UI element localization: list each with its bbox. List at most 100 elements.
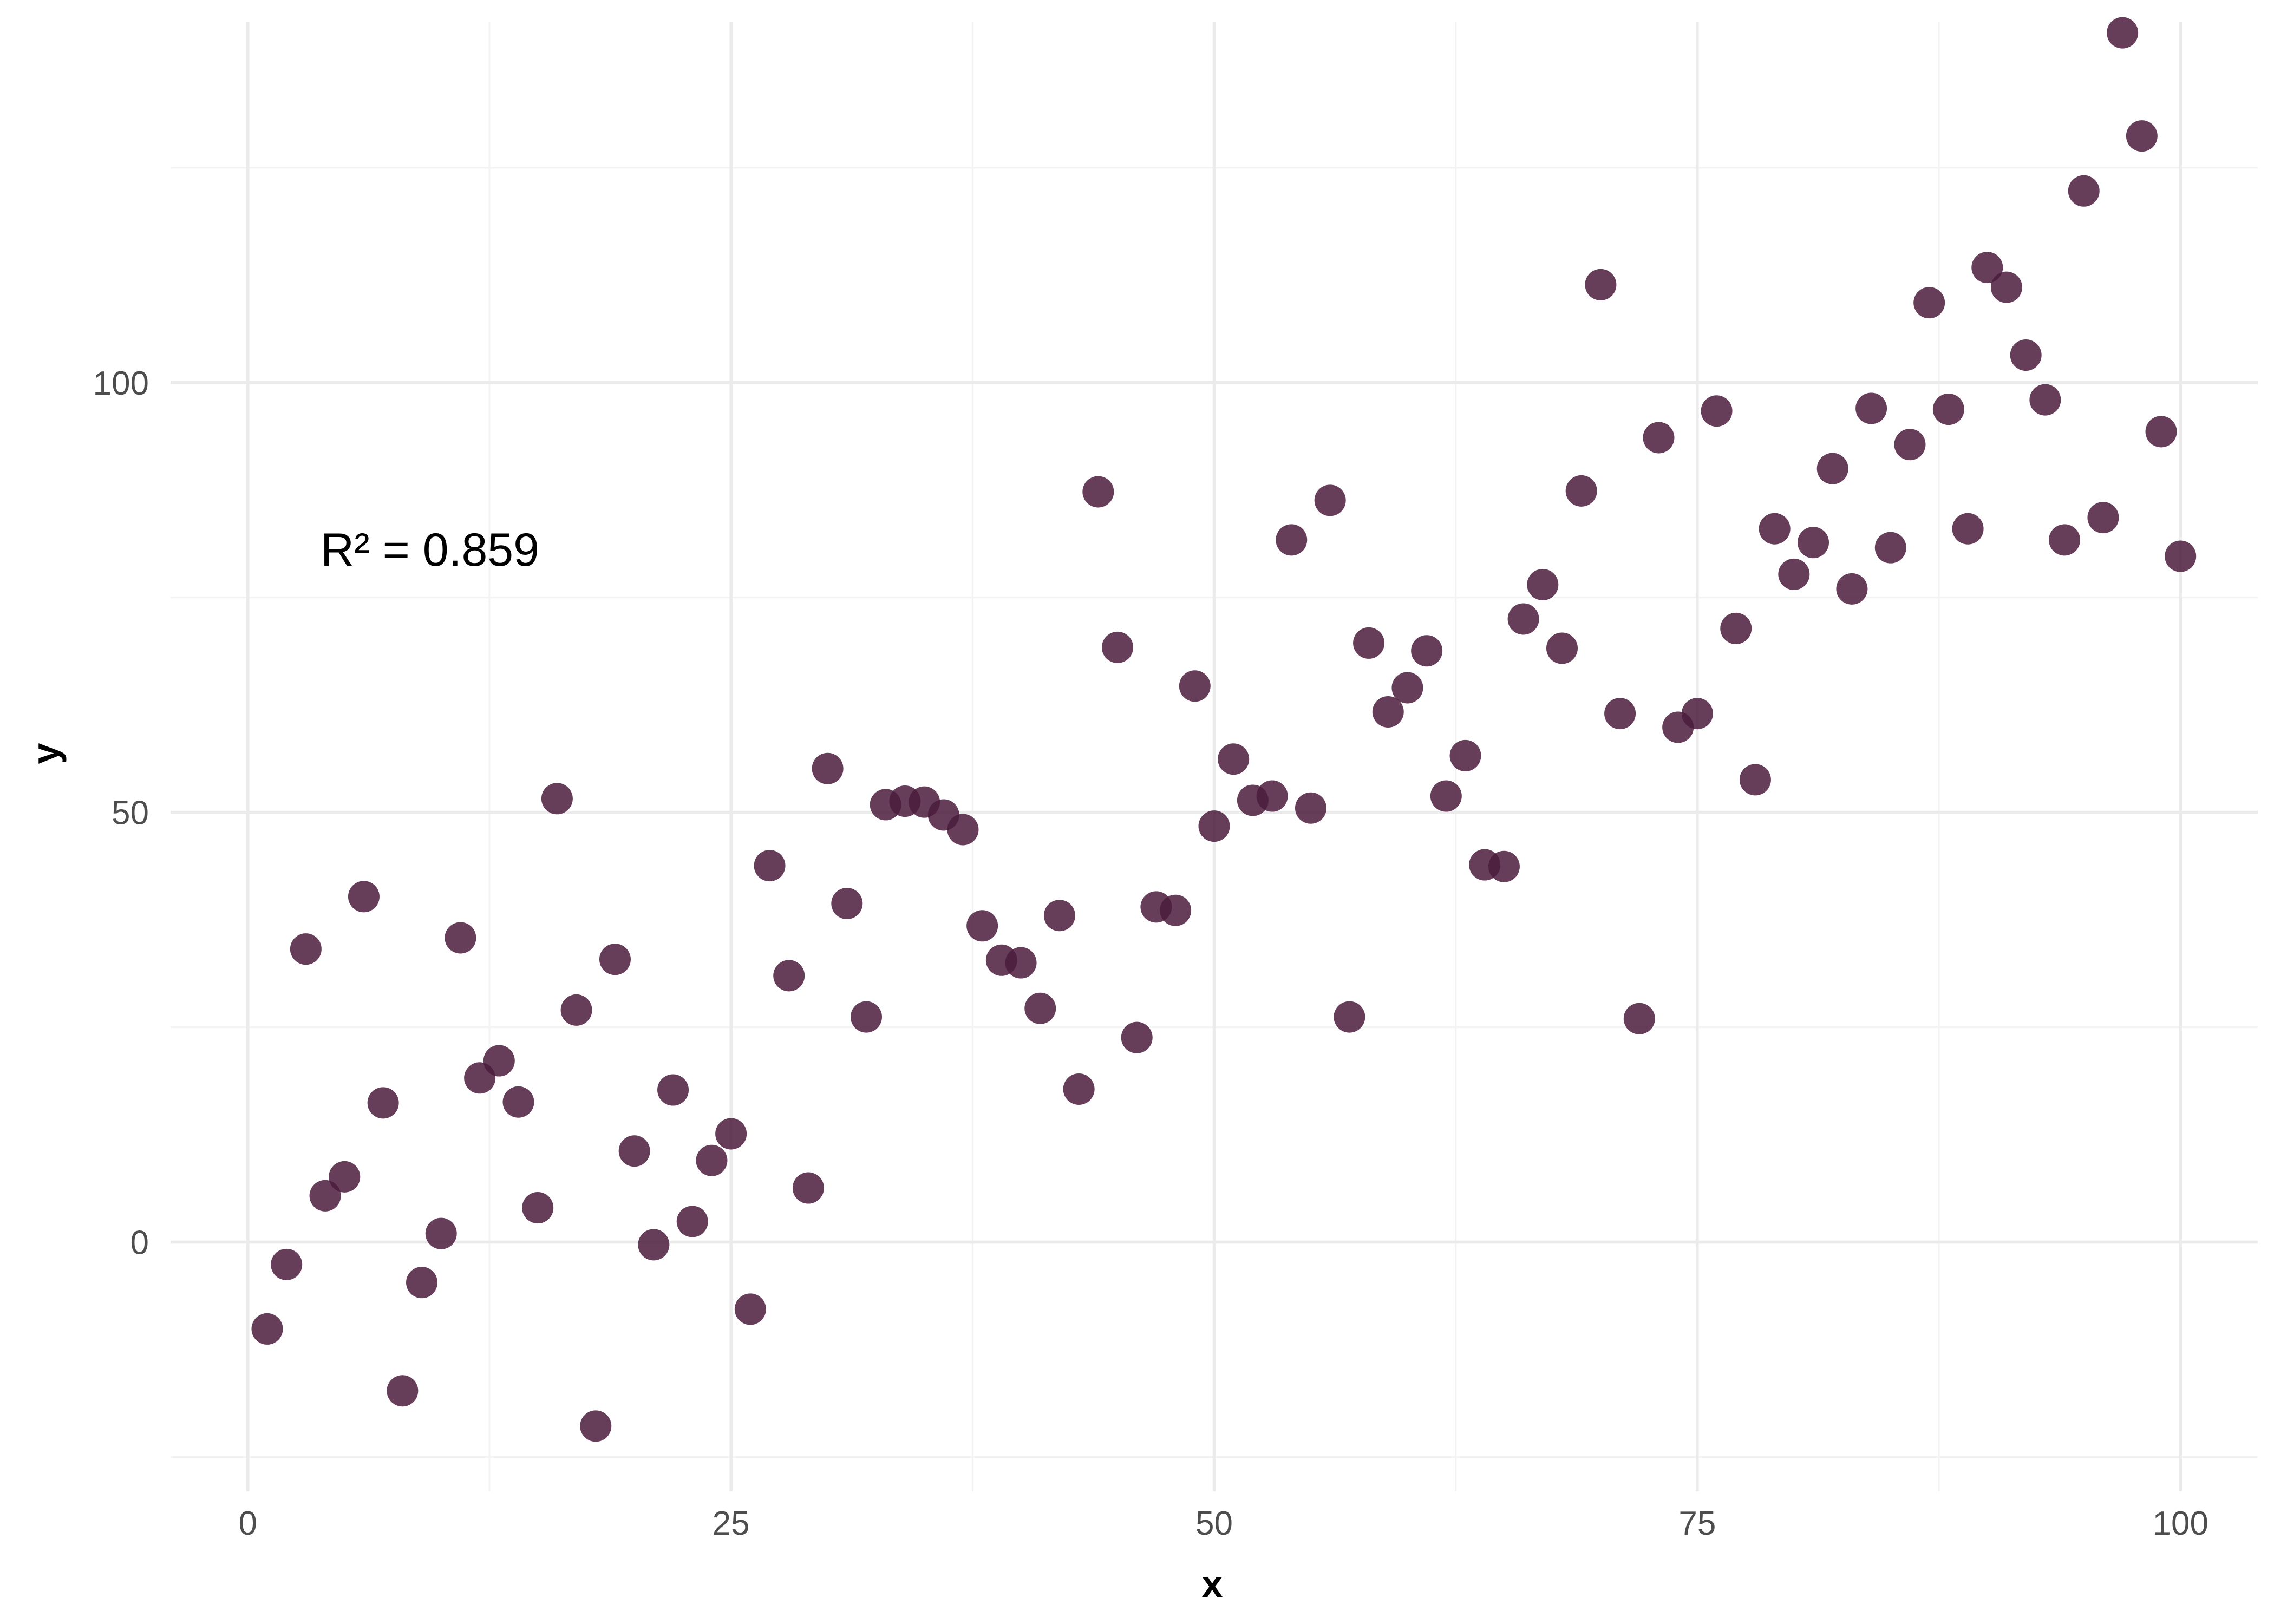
data-point [1952,513,1984,545]
x-tick-label: 75 [1678,1505,1716,1542]
data-point [329,1161,361,1193]
data-point [1121,1021,1153,1053]
data-point [1643,422,1675,454]
data-point [1855,392,1887,424]
data-point [1218,743,1250,775]
data-point [618,1135,650,1167]
data-point [1256,780,1288,812]
data-point [1836,573,1868,605]
data-point [1759,513,1791,545]
data-point [1546,632,1578,664]
data-point [2165,540,2197,572]
data-point [966,910,998,942]
data-point [1430,780,1462,812]
data-point [1198,810,1230,842]
data-point [1739,764,1771,796]
data-point [1314,484,1346,516]
data-point [1894,429,1926,461]
x-tick-label: 50 [1195,1505,1233,1542]
data-point [1160,894,1192,926]
data-point [715,1118,747,1150]
data-point [1623,1003,1655,1034]
data-point [1043,900,1075,932]
data-point [2087,502,2119,534]
data-point [2049,524,2081,556]
data-point [657,1074,689,1106]
data-point [792,1172,824,1204]
data-point [638,1229,670,1261]
data-point [483,1045,515,1077]
data-point [1024,992,1056,1024]
data-point [1295,792,1327,824]
data-point [676,1206,708,1237]
data-point [2145,416,2177,448]
data-point [1488,850,1520,882]
data-point [348,881,380,913]
data-point [1816,453,1848,484]
data-point [947,814,979,846]
data-point [522,1192,554,1224]
data-point [251,1313,283,1345]
data-point [1411,635,1443,667]
data-point [406,1267,438,1299]
data-point [290,933,322,965]
data-point [1798,527,1829,559]
data-point [754,850,786,882]
data-point [599,944,631,975]
data-point [2010,339,2042,371]
data-point [1507,603,1539,635]
data-point [1874,532,1906,564]
x-tick-label: 25 [713,1505,750,1542]
data-point [1179,670,1211,702]
data-point [387,1375,419,1407]
data-points [251,17,2197,1442]
data-point [2126,120,2158,152]
data-point [831,888,863,919]
x-tick-label: 0 [239,1505,257,1542]
data-point [1913,287,1945,319]
data-point [1372,696,1404,728]
data-point [2029,384,2061,416]
data-point [2068,175,2100,207]
data-point [1681,698,1713,730]
data-point [1334,1001,1365,1033]
data-point [1449,739,1481,771]
data-point [1604,698,1636,730]
data-point [271,1248,303,1280]
data-point [367,1087,399,1119]
data-point [1102,631,1134,663]
y-tick-label: 0 [130,1224,149,1262]
data-point [541,783,573,815]
data-point [1082,476,1114,508]
data-point [425,1217,457,1249]
x-tick-label: 100 [2152,1505,2208,1542]
y-tick-label: 50 [112,795,149,832]
data-point [734,1293,766,1325]
r-squared-annotation: R² = 0.859 [321,524,539,576]
data-point [1565,475,1597,507]
data-point [1720,612,1752,644]
data-point [1990,271,2022,303]
data-point [1778,558,1810,590]
data-point [502,1086,534,1118]
data-point [812,752,844,784]
data-point [1527,568,1559,600]
data-point [1391,672,1423,704]
data-point [1063,1073,1095,1105]
tick-labels: 0 25 50 75 100 0 50 100 [93,365,2208,1542]
data-point [1276,524,1308,556]
data-point [1005,947,1037,979]
x-axis-title: x [1202,1563,1223,1605]
data-point [2107,17,2139,49]
grid-lines [171,22,2258,1491]
data-point [1971,252,2003,284]
y-tick-label: 100 [93,365,149,402]
data-point [851,1001,882,1033]
data-point [1932,394,1964,425]
data-point [580,1410,612,1442]
data-point [1701,395,1733,427]
data-point [560,994,592,1026]
data-point [445,922,476,954]
data-point [1353,627,1385,659]
